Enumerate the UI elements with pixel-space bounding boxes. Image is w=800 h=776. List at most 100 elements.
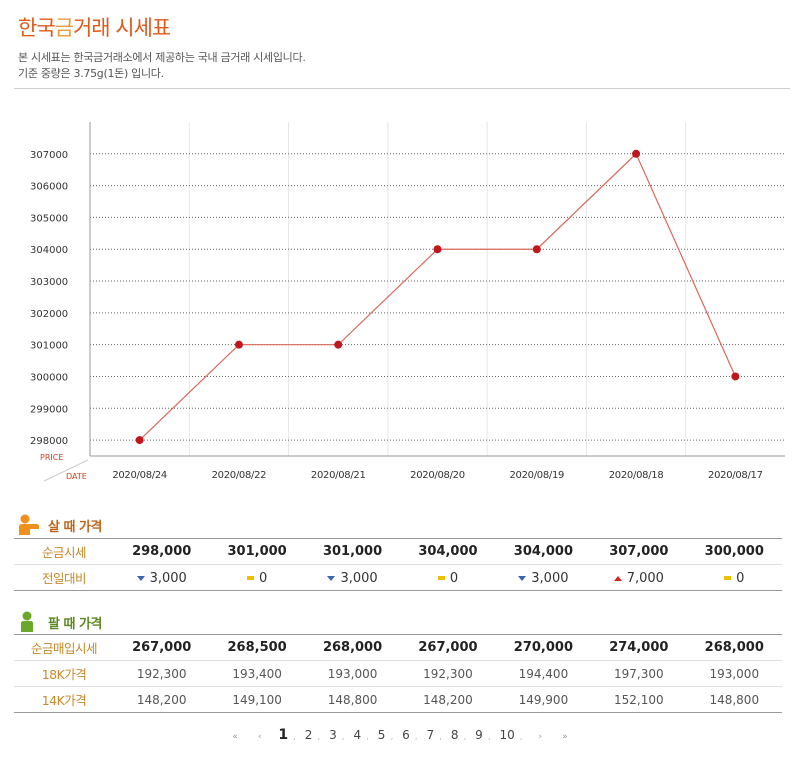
no-change-icon xyxy=(724,576,732,581)
table-cell: 298,000 xyxy=(114,538,210,565)
table-cell: 193,400 xyxy=(209,660,305,687)
page-link-8[interactable]: 8 xyxy=(450,728,459,742)
change-cell: 3,000 xyxy=(114,564,210,591)
table-cell: 307,000 xyxy=(591,538,687,565)
arrow-down-icon xyxy=(518,575,527,581)
x-tick-label: 2020/08/18 xyxy=(609,470,664,481)
table-cell: 149,900 xyxy=(495,686,592,713)
person-buy-icon xyxy=(19,514,39,535)
no-change-icon xyxy=(246,576,254,581)
page-link-4[interactable]: 4 xyxy=(353,728,362,742)
table-cell: 274,000 xyxy=(591,634,687,661)
table-cell: 197,300 xyxy=(591,660,687,687)
change-value: 3,000 xyxy=(531,570,569,586)
row-header-day-change: 전일대비 xyxy=(14,564,114,591)
pagination: «‹ 1, 2, 3, 4, 5, 6, 7, 8, 9, 10, ›» xyxy=(232,727,568,743)
x-tick-label: 2020/08/22 xyxy=(212,470,267,481)
row-header-pure-gold-buyback: 순금매입시세 xyxy=(14,634,114,661)
data-point xyxy=(135,436,144,445)
prev-page-button[interactable]: ‹ xyxy=(257,732,262,742)
change-value: 0 xyxy=(258,570,268,586)
page-link-7[interactable]: 7 xyxy=(426,728,435,742)
y-tick-label: 299000 xyxy=(30,404,68,415)
data-point xyxy=(731,372,740,381)
data-point xyxy=(433,245,442,254)
table-cell: 148,200 xyxy=(114,686,210,713)
y-axis-title: PRICE xyxy=(40,453,63,462)
corner-divider xyxy=(43,459,89,482)
x-tick-label: 2020/08/17 xyxy=(708,470,763,481)
row-header-14k: 14K가격 xyxy=(14,686,114,713)
buy-section-heading: 살 때 가격 xyxy=(18,514,102,536)
page-link-3[interactable]: 3 xyxy=(329,728,337,742)
change-value: 3,000 xyxy=(340,570,378,586)
table-cell: 194,400 xyxy=(495,660,592,687)
y-tick-label: 298000 xyxy=(30,436,68,447)
y-tick-label: 306000 xyxy=(30,182,68,193)
next-page-button[interactable]: › xyxy=(538,732,543,742)
table-cell: 301,000 xyxy=(304,538,401,565)
page-link-1[interactable]: 1 xyxy=(278,727,289,743)
page-link-9[interactable]: 9 xyxy=(475,728,483,742)
table-cell: 268,000 xyxy=(304,634,401,661)
page-title: 한국금거래 시세표 xyxy=(18,12,171,42)
change-cell: 0 xyxy=(400,564,496,591)
y-tick-label: 302000 xyxy=(30,309,68,320)
arrow-up-icon xyxy=(613,575,622,581)
page-link-6[interactable]: 6 xyxy=(402,728,410,742)
arrow-down-icon xyxy=(136,575,145,581)
table-cell: 149,100 xyxy=(209,686,305,713)
table-cell: 268,000 xyxy=(686,634,782,661)
buy-heading-label: 살 때 가격 xyxy=(48,519,102,535)
table-cell: 268,500 xyxy=(209,634,305,661)
table-cell: 270,000 xyxy=(495,634,592,661)
description-line-1: 본 시세표는 한국금거래소에서 제공하는 국내 금거래 시세입니다. xyxy=(18,51,306,64)
change-cell: 0 xyxy=(686,564,782,591)
page-link-10[interactable]: 10 xyxy=(499,728,515,742)
x-axis-title: DATE xyxy=(66,472,87,481)
table-cell: 148,200 xyxy=(400,686,496,713)
title-part-2: 금 xyxy=(54,16,74,40)
sell-section-heading: 팔 때 가격 xyxy=(18,611,102,633)
table-row: 18K가격 192,300 193,400 193,000 192,300 19… xyxy=(14,660,782,687)
arrow-down-icon xyxy=(327,575,336,581)
description-line-2: 기준 중량은 3.75g(1돈) 입니다. xyxy=(18,67,164,80)
sell-heading-label: 팔 때 가격 xyxy=(48,616,102,632)
table-cell: 267,000 xyxy=(114,634,210,661)
change-cell: 0 xyxy=(209,564,305,591)
data-point xyxy=(532,245,541,254)
page-link-2[interactable]: 2 xyxy=(304,728,313,742)
no-change-icon xyxy=(437,576,445,581)
data-point xyxy=(632,149,641,158)
table-row: 전일대비 3,000 0 3,000 0 3,000 7,000 0 xyxy=(14,564,782,591)
x-tick-label: 2020/08/24 xyxy=(112,470,167,481)
page-link-5[interactable]: 5 xyxy=(377,728,386,742)
title-part-3: 거래 시세표 xyxy=(72,16,171,40)
table-row: 14K가격 148,200 149,100 148,800 148,200 14… xyxy=(14,686,782,713)
row-header-18k: 18K가격 xyxy=(14,660,114,687)
table-cell: 192,300 xyxy=(114,660,210,687)
table-cell: 300,000 xyxy=(686,538,782,565)
change-value: 0 xyxy=(736,570,745,586)
title-part-1: 한국 xyxy=(18,16,56,40)
table-cell: 193,000 xyxy=(304,660,401,687)
table-cell: 193,000 xyxy=(686,660,782,687)
x-tick-label: 2020/08/20 xyxy=(410,470,465,481)
person-sell-icon xyxy=(21,611,33,632)
first-page-button[interactable]: « xyxy=(232,732,238,742)
header-divider xyxy=(14,88,790,89)
y-tick-label: 305000 xyxy=(30,213,68,224)
y-tick-label: 300000 xyxy=(30,372,68,383)
x-tick-label: 2020/08/19 xyxy=(509,470,564,481)
buy-price-table: 순금시세 298,000 301,000 301,000 304,000 304… xyxy=(14,538,782,591)
sell-price-table: 순금매입시세 267,000 268,500 268,000 267,000 2… xyxy=(14,634,782,713)
series-line xyxy=(139,152,736,441)
table-row: 순금매입시세 267,000 268,500 268,000 267,000 2… xyxy=(14,634,782,661)
table-cell: 192,300 xyxy=(400,660,496,687)
y-tick-label: 301000 xyxy=(30,341,68,352)
change-cell: 3,000 xyxy=(495,564,592,591)
last-page-button[interactable]: » xyxy=(562,732,568,742)
table-cell: 304,000 xyxy=(495,538,592,565)
table-cell: 148,800 xyxy=(686,686,782,713)
table-cell: 304,000 xyxy=(400,538,496,565)
